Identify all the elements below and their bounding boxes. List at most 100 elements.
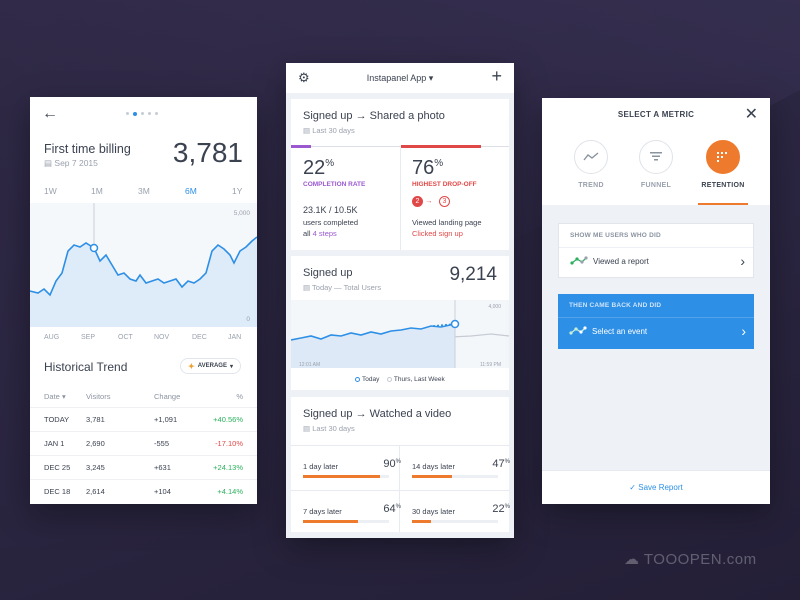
- dropoff-from-step: Viewed landing page: [412, 218, 482, 227]
- card-subtitle: ▤ Last 30 days: [303, 126, 355, 135]
- retention-fill: [412, 475, 453, 478]
- month-label: NOV: [154, 334, 170, 341]
- retention-value: 90%: [383, 458, 401, 470]
- table-row[interactable]: TODAY 3,781 +1,091 +40.56%: [30, 406, 257, 431]
- retention-track: [412, 475, 498, 478]
- card-title: Signed up → Watched a video: [303, 408, 452, 420]
- cell-percent: +24.13%: [200, 454, 257, 479]
- dropoff-to-step: Clicked sign up: [412, 229, 463, 238]
- caret-down-icon: ▾: [428, 73, 434, 83]
- column-header-change[interactable]: Change: [154, 392, 181, 402]
- caret-down-icon: ▾: [229, 363, 233, 370]
- billing-detail-screen: ← First time billing ▤ Sep 7 2015 3,781 …: [30, 97, 257, 504]
- cell-change: +631: [154, 454, 200, 479]
- dropoff-label: HIGHEST DROP-OFF: [412, 181, 477, 188]
- save-report-button[interactable]: ✓ Save Report: [542, 470, 770, 504]
- retention-fill: [303, 520, 359, 523]
- event-path-icon: [569, 326, 587, 335]
- cell-date: JAN 1: [30, 430, 86, 455]
- retention-cell: 30 days later 22%: [412, 492, 510, 534]
- y-max-label: 4,000: [488, 304, 501, 310]
- retention-fill: [412, 520, 431, 523]
- retention-value: 64%: [383, 503, 401, 515]
- table-row[interactable]: DEC 18 2,614 +104 +4.14%: [30, 478, 257, 503]
- column-header-percent[interactable]: %: [236, 392, 243, 402]
- retention-value: 47%: [492, 458, 510, 470]
- close-icon[interactable]: ✕: [744, 106, 758, 123]
- month-label: JAN: [228, 334, 242, 341]
- column-header-date[interactable]: Date ▾: [44, 392, 66, 402]
- column-header-visitors[interactable]: Visitors: [86, 392, 111, 402]
- sort-caret-icon: ▾: [61, 392, 66, 402]
- return-event-selector[interactable]: Select an event: [569, 326, 647, 336]
- dashboard-screen: ⚙ Instapanel App ▾ + Signed up → Shared …: [286, 63, 514, 538]
- cell-date: DEC 18: [30, 478, 86, 503]
- signups-line-chart: [290, 300, 510, 368]
- completion-rate-value: 22%: [303, 157, 335, 179]
- cell-visitors: 3,245: [86, 454, 154, 479]
- chevron-right-icon[interactable]: ›: [740, 253, 745, 269]
- chart-legend: Today Thurs, Last Week: [291, 376, 509, 383]
- cell-date: DEC 25: [30, 454, 86, 479]
- retention-icon: [706, 140, 740, 174]
- today-area: [291, 324, 455, 368]
- month-label: AUG: [44, 334, 60, 341]
- calendar-icon: ▤: [303, 126, 311, 135]
- tab-1w[interactable]: 1W: [44, 186, 57, 196]
- first-event-selector[interactable]: Viewed a report: [570, 256, 649, 266]
- billing-chart-svg: 5,000 0: [30, 203, 257, 327]
- cell-visitors: 2,690: [86, 430, 154, 455]
- step-to-badge: 3: [439, 196, 450, 207]
- gear-icon[interactable]: ⚙: [298, 70, 310, 85]
- app-header: ⚙ Instapanel App ▾ +: [286, 63, 514, 93]
- month-label: OCT: [118, 334, 133, 341]
- retention-cell: 14 days later 47%: [412, 447, 510, 489]
- chart-line: [30, 236, 257, 297]
- app-switcher[interactable]: Instapanel App ▾: [366, 73, 434, 83]
- retention-cell: 1 day later 90%: [303, 447, 401, 489]
- metric-option-funnel[interactable]: FUNNEL: [626, 140, 686, 189]
- metric-option-retention[interactable]: RETENTION: [693, 140, 753, 189]
- check-icon: ✓: [629, 483, 636, 492]
- retention-track: [303, 520, 389, 523]
- signups-chart-svg: [290, 300, 510, 368]
- legend-last-week-marker: [387, 376, 393, 382]
- calendar-icon: ▤: [303, 283, 311, 292]
- retention-track: [412, 520, 498, 523]
- metric-value: 3,781: [172, 137, 243, 168]
- card-title: Signed up: [303, 267, 353, 279]
- month-label: SEP: [81, 334, 96, 341]
- metric-title: First time billing: [44, 142, 131, 156]
- funnel-card-shared-photo[interactable]: Signed up → Shared a photo ▤ Last 30 day…: [291, 99, 509, 250]
- retention-label: 7 days later: [303, 507, 342, 516]
- steps-line: all 4 steps: [303, 229, 337, 238]
- cloud-icon: ☁: [624, 551, 640, 568]
- cell-visitors: 3,781: [86, 406, 154, 431]
- signups-card[interactable]: Signed up ▤ Today — Total Users 9,214 4,…: [290, 256, 510, 390]
- card-subtitle: ▤ Today — Total Users: [303, 283, 382, 292]
- tab-1m[interactable]: 1M: [91, 186, 103, 196]
- tab-1y[interactable]: 1Y: [232, 186, 243, 196]
- back-arrow-icon[interactable]: ←: [42, 105, 58, 122]
- cell-visitors: 2,614: [86, 478, 154, 503]
- users-completed-label: users completed: [303, 218, 359, 227]
- steps-link[interactable]: 4 steps: [312, 229, 337, 238]
- chevron-right-icon[interactable]: ›: [741, 323, 746, 339]
- average-dropdown[interactable]: ✦ AVERAGE ▾: [180, 358, 241, 374]
- add-icon[interactable]: +: [491, 66, 502, 86]
- event-path-icon: [570, 256, 588, 265]
- first-event-box: SHOW ME USERS WHO DID Viewed a report ›: [558, 223, 754, 278]
- table-row[interactable]: JAN 1 2,690 -555 -17.10%: [30, 430, 257, 455]
- page-title: SELECT A METRIC: [617, 110, 695, 119]
- return-event-box: THEN CAME BACK AND DID Select an event ›: [558, 294, 754, 349]
- retention-card-watched-video[interactable]: Signed up → Watched a video ▤ Last 30 da…: [291, 397, 510, 534]
- tab-3m[interactable]: 3M: [138, 186, 150, 196]
- metric-option-trend[interactable]: TREND: [561, 140, 621, 189]
- cell-change: -555: [154, 430, 200, 455]
- table-row[interactable]: DEC 25 3,245 +631 +24.13%: [30, 454, 257, 479]
- chart-area: [30, 237, 257, 327]
- tab-6m[interactable]: 6M: [185, 186, 197, 196]
- legend-today-marker: [355, 376, 361, 382]
- users-completed-count: 23.1K / 10.5K: [303, 205, 358, 215]
- completion-rate-label: COMPLETION RATE: [303, 181, 366, 188]
